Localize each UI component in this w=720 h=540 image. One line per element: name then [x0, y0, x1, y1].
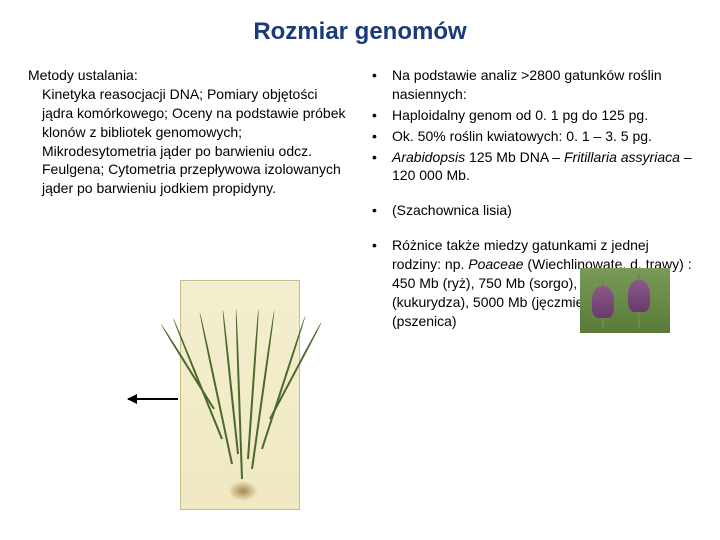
spacer	[368, 222, 692, 236]
bullet-text: Ok. 50% roślin kwiatowych: 0. 1 – 3. 5 p…	[392, 127, 692, 146]
bullet-mark-icon: •	[368, 236, 392, 330]
bullet-text: (Szachownica lisia)	[392, 201, 692, 220]
italic-term: Arabidopsis	[392, 149, 465, 165]
bullet-text: Haploidalny genom od 0. 1 pg do 125 pg.	[392, 106, 692, 125]
bullet-item: •Ok. 50% roślin kwiatowych: 0. 1 – 3. 5 …	[368, 127, 692, 146]
grass-illustration	[180, 280, 300, 510]
bullet-mark-icon: •	[368, 148, 392, 186]
bullet-mark-icon: •	[368, 127, 392, 146]
bullet-item: •Haploidalny genom od 0. 1 pg do 125 pg.	[368, 106, 692, 125]
bullet-mark-icon: •	[368, 201, 392, 220]
bullet-text: Arabidopsis 125 Mb DNA – Fritillaria ass…	[392, 148, 692, 186]
bullet-item: •(Szachownica lisia)	[368, 201, 692, 220]
spacer	[368, 187, 692, 201]
bullet-item: •Na podstawie analiz >2800 gatunków rośl…	[368, 66, 692, 104]
methods-heading: Metody ustalania:	[28, 66, 348, 85]
bullet-text: Na podstawie analiz >2800 gatunków rośli…	[392, 66, 692, 104]
page-title: Rozmiar genomów	[0, 0, 720, 66]
methods-body: Kinetyka reasocjacji DNA; Pomiary objęto…	[28, 85, 348, 198]
bullet-mark-icon: •	[368, 106, 392, 125]
bullet-item: •Arabidopsis 125 Mb DNA – Fritillaria as…	[368, 148, 692, 186]
arrow-icon	[128, 398, 178, 400]
bullet-mark-icon: •	[368, 66, 392, 104]
italic-term: Poaceae	[468, 256, 523, 272]
italic-term: Fritillaria assyriaca	[564, 149, 680, 165]
fritillaria-photo	[580, 268, 670, 333]
